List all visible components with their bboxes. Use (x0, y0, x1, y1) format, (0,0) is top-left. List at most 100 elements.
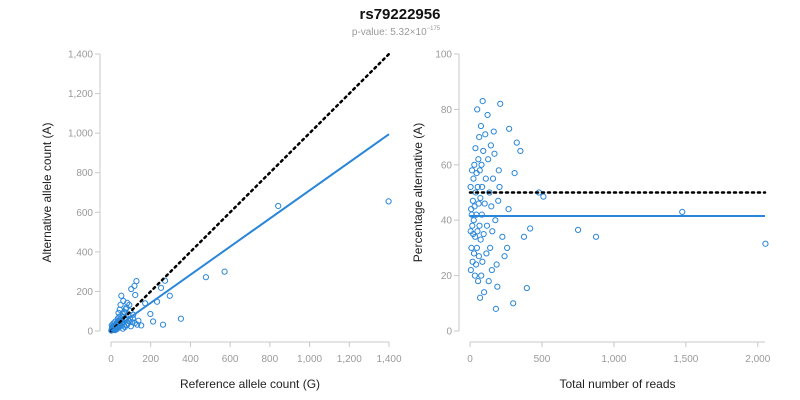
left-y-tick-label: 800 (76, 168, 93, 179)
right-data-point (474, 183, 481, 191)
left-y-tick-label: 0 (87, 327, 93, 338)
left-data-point (128, 318, 135, 326)
right-data-point (493, 261, 500, 268)
right-data-point (476, 222, 483, 229)
right-data-point (480, 230, 487, 238)
left-y-tick-label: 200 (76, 287, 93, 298)
right-data-point (468, 206, 475, 213)
right-data-point (488, 203, 495, 210)
left-x-tick-label: 600 (222, 354, 239, 365)
right-data-point (501, 253, 508, 260)
left-data-point (385, 198, 392, 205)
right-y-tick-label: 80 (441, 105, 453, 116)
left-fit-line (110, 133, 390, 332)
left-data-point (138, 322, 145, 329)
right-data-point (478, 183, 486, 191)
right-data-point (491, 150, 498, 157)
right-data-point (474, 106, 481, 113)
right-data-point (497, 100, 504, 107)
left-x-tick-label: 0 (108, 354, 114, 365)
right-data-point (505, 206, 512, 213)
right-data-point (471, 272, 478, 279)
left-y-tick-label: 1,400 (68, 50, 93, 61)
right-data-point (472, 145, 479, 152)
right-data-point (473, 170, 480, 177)
left-x-tick-label: 1,200 (337, 354, 362, 365)
right-data-point (495, 167, 502, 174)
right-data-point (475, 253, 483, 260)
right-data-point (469, 222, 476, 229)
right-data-point (476, 134, 483, 141)
right-data-point (474, 278, 482, 285)
right-data-point (517, 147, 524, 155)
right-data-point (482, 131, 489, 138)
right-y-tick-label: 60 (441, 160, 453, 171)
right-y-tick-label: 100 (435, 50, 452, 61)
right-data-point (470, 217, 477, 224)
right-data-point (510, 300, 517, 307)
right-data-point (473, 211, 480, 218)
allele-count-scatter-panel: 0 200 400 600 800 1,000 1,200 1,400 0 200 400 600 80… (40, 50, 402, 392)
left-data-point (131, 319, 138, 327)
right-data-point (481, 289, 488, 296)
right-data-point (477, 236, 484, 243)
left-data-point (128, 285, 135, 293)
right-data-point (478, 161, 485, 168)
right-data-point (574, 226, 582, 233)
right-y-tick-label: 0 (446, 327, 452, 338)
right-x-axis-label: Total number of reads (559, 377, 675, 391)
left-data-point (132, 291, 139, 299)
right-data-point (540, 193, 547, 200)
right-y-tick-label: 20 (441, 271, 453, 282)
left-data-point (202, 274, 210, 281)
left-data-point (147, 310, 154, 318)
right-data-point (467, 266, 474, 274)
right-data-point (481, 200, 488, 207)
right-data-point (478, 272, 485, 279)
right-data-point (504, 244, 511, 251)
right-data-point (492, 305, 500, 312)
right-y-axis-label: Percentage alternative (A) (411, 123, 425, 262)
right-data-point (467, 183, 474, 191)
right-data-point (492, 217, 499, 224)
right-data-point (469, 258, 476, 265)
left-data-point (166, 292, 173, 299)
left-data-point (149, 318, 157, 325)
right-data-point (480, 147, 487, 155)
right-data-point (475, 200, 482, 207)
right-data-point (499, 233, 506, 240)
right-data-point (489, 175, 497, 182)
right-data-point (475, 156, 482, 163)
right-data-point (484, 111, 491, 119)
left-x-tick-label: 1,000 (297, 354, 322, 365)
right-data-point (470, 175, 477, 182)
left-data-point (275, 202, 282, 210)
right-data-point (520, 233, 528, 240)
right-data-point (490, 128, 497, 135)
right-data-point (468, 167, 476, 174)
right-data-point (496, 183, 503, 191)
right-data-point (523, 284, 530, 292)
p-value-text: p-value: 5.32×10 (352, 27, 427, 38)
right-x-tick-label: 2,000 (745, 354, 770, 365)
right-data-point (679, 208, 686, 215)
left-y-tick-label: 600 (76, 208, 93, 219)
right-data-point (482, 175, 489, 182)
left-y-tick-label: 400 (76, 247, 93, 258)
right-x-tick-label: 500 (534, 354, 551, 365)
right-data-point (485, 156, 492, 163)
left-data-point (118, 292, 125, 299)
right-data-point (470, 250, 478, 257)
left-x-tick-label: 800 (262, 354, 279, 365)
right-data-point (468, 244, 475, 251)
right-data-point (489, 228, 496, 235)
right-data-point (483, 222, 491, 229)
percentage-alternative-scatter-panel: 0 500 1,000 1,500 2,000 0 20 40 60 80 100 Total num… (411, 50, 771, 392)
right-data-point (476, 294, 484, 301)
right-data-point (472, 261, 480, 268)
left-data-point (127, 323, 134, 330)
left-y-tick-label: 1,000 (68, 129, 93, 140)
left-reference-line (109, 52, 391, 333)
right-data-point (473, 244, 481, 251)
right-data-point (494, 283, 501, 290)
